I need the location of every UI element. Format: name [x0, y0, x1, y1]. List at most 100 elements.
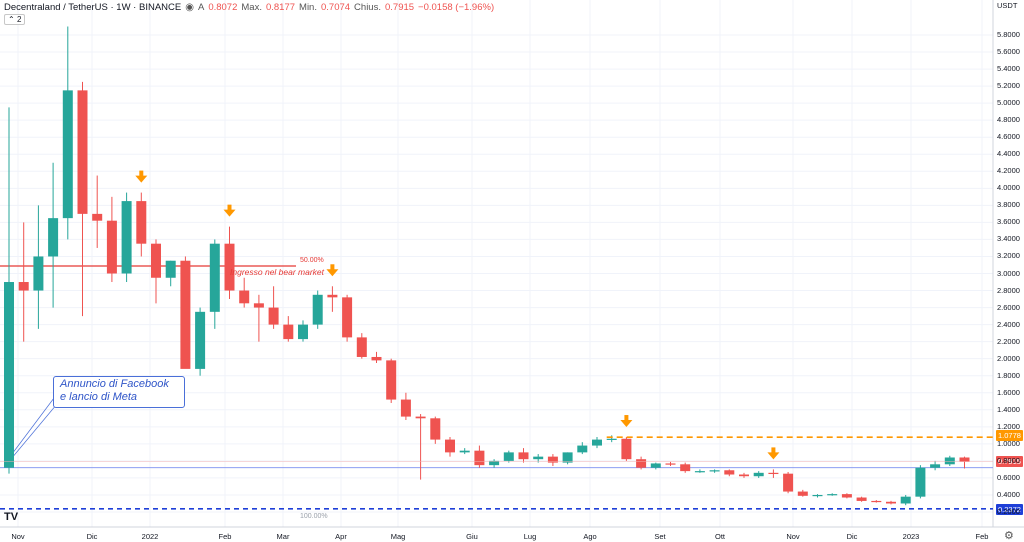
facebook-meta-callout: Annuncio di Facebook e lancio di Meta — [53, 376, 185, 408]
x-tick-label: Dic — [846, 532, 858, 541]
candle-body — [636, 459, 647, 468]
support-price-tag: 0.2372 — [996, 504, 1023, 515]
y-tick-label: 1.8000 — [997, 370, 1020, 380]
y-tick-label: 3.6000 — [997, 217, 1020, 227]
fib-0-label: 100.00% — [300, 513, 328, 520]
candle-body — [797, 491, 808, 496]
candle-body — [48, 218, 59, 257]
gear-icon[interactable]: ⚙ — [1004, 530, 1014, 542]
arrow-down-icon — [326, 264, 339, 277]
candle-body — [327, 294, 338, 298]
arrow-down-icon — [620, 415, 633, 428]
y-tick-label: 0.4000 — [997, 489, 1020, 499]
x-tick-label: Ott — [714, 532, 726, 541]
arrow-down-icon — [223, 204, 236, 217]
candle-body — [533, 456, 544, 460]
candle-body — [371, 356, 382, 361]
candle-body — [312, 294, 323, 325]
candle-body — [900, 496, 911, 504]
candle-body — [136, 201, 147, 244]
symbol-title[interactable]: Decentraland / TetherUS · 1W · BINANCE — [4, 2, 182, 13]
callout-leader-line — [5, 403, 58, 466]
candle-body — [386, 360, 397, 400]
candle-body — [680, 464, 691, 472]
last-price-tag: 0.7915 — [996, 456, 1023, 467]
candle-body — [489, 460, 500, 466]
y-tick-label: 0.8000 — [997, 455, 1020, 465]
candle-body — [283, 324, 294, 340]
close-label: Chius. — [354, 2, 381, 13]
candle-body — [739, 474, 749, 477]
candle-body — [694, 471, 705, 473]
y-tick-label: 5.2000 — [997, 81, 1020, 91]
change-value: −0.0158 (−1.96%) — [418, 2, 495, 13]
candle-body — [841, 494, 852, 498]
x-tick-label: Feb — [975, 532, 989, 541]
candle-body — [106, 220, 117, 274]
y-tick-label: 1.6000 — [997, 387, 1020, 397]
candle-body — [62, 90, 73, 219]
x-tick-label: Giu — [466, 532, 478, 541]
low-label: Min. — [299, 2, 317, 13]
candle-body — [959, 457, 970, 462]
x-tick-label: Dic — [86, 532, 98, 541]
resistance-price-tag: 1.0778 — [996, 430, 1023, 441]
candle-body — [415, 416, 426, 419]
axis-unit: USDT — [997, 1, 1018, 10]
indicators-toggle[interactable]: ⌃ 2 — [4, 14, 26, 25]
candle-body — [886, 501, 896, 504]
candle-body — [856, 497, 867, 501]
x-tick-label: Nov — [11, 532, 25, 541]
y-tick-label: 4.4000 — [997, 149, 1020, 159]
fib-50-label: 50.00% — [300, 257, 324, 264]
y-tick-label: 4.0000 — [997, 183, 1020, 193]
open-value: 0.8072 — [208, 2, 238, 13]
candle-body — [342, 297, 353, 338]
y-tick-label: 0.6000 — [997, 472, 1020, 482]
y-tick-label: 5.0000 — [997, 98, 1020, 108]
y-tick-label: 2.0000 — [997, 353, 1020, 363]
candle-body — [650, 463, 661, 468]
y-tick-label: 3.2000 — [997, 251, 1020, 261]
x-tick-label: 2022 — [141, 532, 159, 541]
y-tick-label: 1.0000 — [997, 438, 1020, 448]
y-tick-label: 5.4000 — [997, 64, 1020, 74]
high-label: Max. — [241, 2, 262, 13]
candle-body — [239, 290, 250, 304]
arrow-down-icon — [135, 170, 148, 183]
candle-body — [871, 500, 882, 503]
y-tick-label: 1.4000 — [997, 404, 1020, 414]
candle-body — [18, 282, 29, 291]
candle-body — [665, 463, 676, 465]
y-tick-label: 2.4000 — [997, 319, 1020, 329]
chart-header: Decentraland / TetherUS · 1W · BINANCE ◉… — [4, 2, 494, 13]
candle-body — [562, 452, 573, 463]
candle-body — [77, 90, 88, 214]
tradingview-logo-icon[interactable]: TV — [4, 511, 19, 523]
x-tick-label: Set — [654, 532, 666, 541]
candle-body — [253, 303, 264, 308]
x-tick-label: Ago — [583, 532, 597, 541]
candle-body — [430, 418, 441, 440]
candle-body — [121, 201, 132, 274]
candle-body — [4, 282, 14, 468]
candle-body — [827, 494, 838, 496]
y-tick-label: 3.8000 — [997, 200, 1020, 210]
candle-body — [209, 243, 220, 312]
eye-icon[interactable]: ◉ — [185, 2, 194, 13]
y-tick-label: 3.4000 — [997, 234, 1020, 244]
x-tick-label: Nov — [786, 532, 800, 541]
y-tick-label: 3.0000 — [997, 268, 1020, 278]
candle-body — [812, 494, 823, 497]
candle-body — [151, 243, 161, 278]
y-tick-label: 2.8000 — [997, 285, 1020, 295]
candle-body — [445, 439, 455, 453]
indicator-count: 2 — [16, 15, 22, 24]
close-value: 0.7915 — [384, 2, 415, 13]
candle-body — [165, 260, 176, 278]
candle-body — [577, 445, 588, 453]
low-value: 0.7074 — [320, 2, 351, 13]
candle-body — [753, 472, 764, 477]
high-value: 0.8177 — [265, 2, 296, 13]
